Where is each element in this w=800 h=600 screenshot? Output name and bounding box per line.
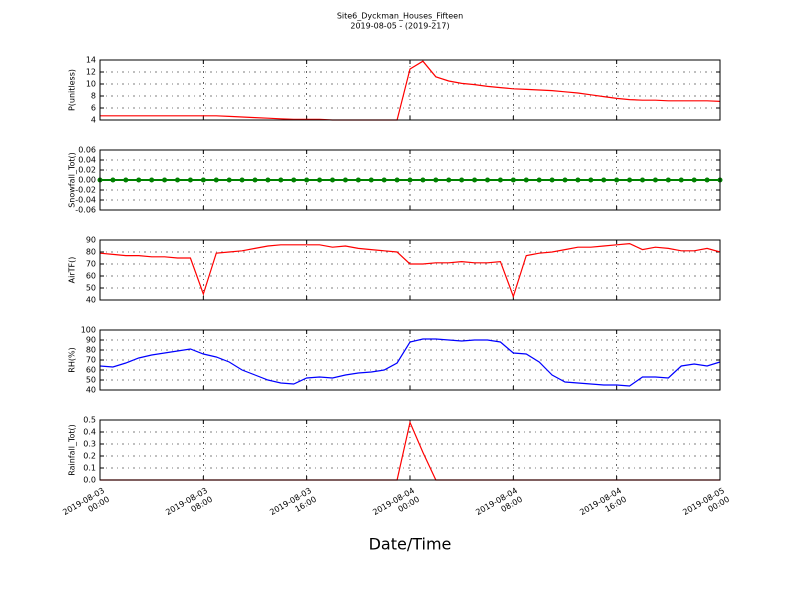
data-point — [433, 177, 439, 183]
plot-frame — [99, 329, 721, 391]
y-tick-label: 100 — [81, 326, 96, 335]
y-tick-label: 80 — [86, 346, 96, 355]
data-point — [355, 177, 361, 183]
data-point — [317, 177, 323, 183]
data-point — [420, 177, 426, 183]
data-point — [175, 177, 180, 183]
data-point — [291, 177, 297, 183]
data-point — [407, 177, 413, 183]
data-line — [99, 338, 721, 387]
y-tick-label: 0.02 — [78, 166, 96, 175]
data-point — [226, 177, 232, 183]
y-tick-label: 14 — [86, 56, 96, 65]
y-tick-label: 10 — [86, 80, 96, 89]
data-point — [678, 177, 684, 183]
data-point — [304, 177, 310, 183]
y-tick-label: 50 — [86, 376, 96, 385]
y-tick-label: 40 — [86, 296, 96, 305]
data-point — [536, 177, 542, 183]
data-point — [265, 177, 271, 183]
data-point — [627, 177, 633, 183]
data-point — [252, 177, 258, 183]
y-tick-label: 12 — [86, 68, 96, 77]
data-line — [99, 242, 721, 299]
plot-frame — [99, 59, 721, 121]
data-point — [123, 177, 129, 183]
data-point — [497, 177, 503, 183]
y-tick-label: 60 — [86, 366, 96, 375]
data-point — [588, 177, 594, 183]
data-point — [614, 177, 620, 183]
y-axis-label: Snowfall_Tot() — [68, 152, 77, 208]
data-point — [562, 177, 568, 183]
data-point — [691, 177, 697, 183]
y-tick-label: 90 — [86, 236, 96, 245]
y-tick-label: 6 — [91, 104, 96, 113]
y-tick-label: 0.3 — [83, 440, 96, 449]
data-point — [110, 177, 116, 183]
y-axis-label: P(unitless) — [68, 69, 77, 111]
data-point — [368, 177, 374, 183]
data-point — [446, 177, 452, 183]
data-point — [640, 177, 645, 183]
chart-subtitle: 2019-08-05 - (2019-217) — [350, 22, 449, 31]
y-tick-label: 0.06 — [78, 146, 96, 155]
plot-frame — [99, 239, 721, 301]
y-tick-label: 0.4 — [83, 428, 96, 437]
data-point — [187, 177, 193, 183]
plot-frame — [99, 149, 721, 211]
y-tick-label: 0.5 — [83, 416, 96, 425]
data-point — [381, 177, 387, 183]
y-tick-label: 80 — [86, 248, 96, 257]
data-point — [394, 177, 400, 183]
data-point — [213, 177, 219, 183]
data-point — [149, 177, 155, 183]
y-tick-label: 4 — [91, 116, 96, 125]
data-line — [100, 60, 721, 121]
plot-frame — [99, 419, 721, 481]
data-point — [136, 177, 142, 183]
data-point — [665, 177, 671, 183]
data-point — [278, 177, 284, 183]
x-axis-label: Date/Time — [369, 535, 452, 554]
data-point — [549, 177, 555, 183]
y-axis-label: RH(%) — [68, 347, 77, 372]
data-point — [459, 177, 465, 183]
data-point — [485, 177, 490, 183]
data-point — [342, 177, 348, 183]
y-axis-label: Rainfall_Tot() — [68, 424, 77, 476]
y-tick-label: 0.0 — [83, 476, 96, 485]
y-tick-label: 0.00 — [78, 176, 96, 185]
data-point — [523, 177, 529, 183]
y-axis-label: AirTF() — [68, 257, 77, 284]
data-point — [704, 177, 710, 183]
data-point — [162, 177, 168, 183]
y-tick-label: 70 — [86, 260, 96, 269]
data-point — [601, 177, 607, 183]
y-tick-label: 8 — [91, 92, 96, 101]
chart-title: Site6_Dyckman_Houses_Fifteen — [337, 12, 463, 21]
y-tick-label: -0.06 — [75, 206, 96, 215]
y-tick-label: 50 — [86, 284, 96, 293]
data-point — [472, 177, 478, 183]
y-tick-label: 0.1 — [83, 464, 96, 473]
y-tick-label: 40 — [86, 386, 96, 395]
y-tick-label: 90 — [86, 336, 96, 345]
y-tick-label: 0.2 — [83, 452, 96, 461]
data-point — [575, 177, 581, 183]
y-tick-label: 60 — [86, 272, 96, 281]
data-point — [330, 177, 335, 183]
data-point — [510, 177, 516, 183]
data-point — [239, 177, 245, 183]
y-tick-label: -0.02 — [75, 186, 96, 195]
data-point — [652, 177, 658, 183]
y-tick-label: 0.04 — [78, 156, 96, 165]
y-tick-label: 70 — [86, 356, 96, 365]
data-point — [200, 177, 206, 183]
y-tick-label: -0.04 — [75, 196, 96, 205]
